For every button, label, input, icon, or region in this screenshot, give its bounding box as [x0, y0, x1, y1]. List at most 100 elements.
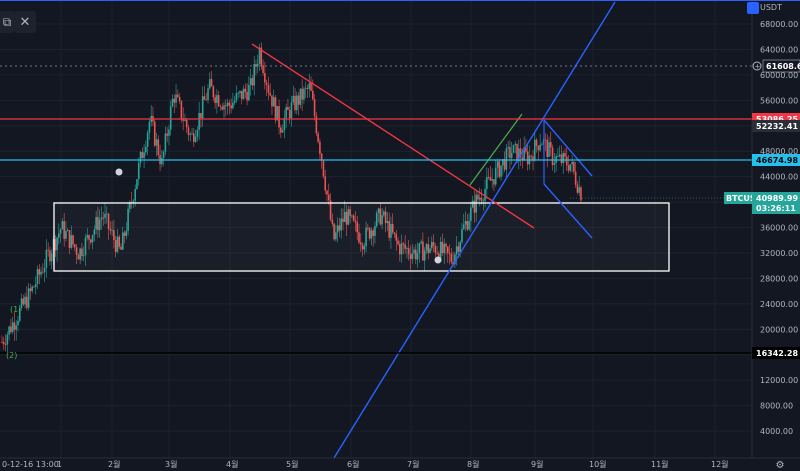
candle-body [288, 109, 291, 119]
candle-body [470, 207, 472, 221]
candle-body [161, 158, 163, 165]
candle-body [466, 221, 469, 230]
candle-body [420, 241, 422, 244]
candle-body [379, 208, 382, 225]
candle-body [43, 267, 46, 273]
candle-body [79, 248, 81, 260]
candle-body [482, 200, 485, 202]
candle-body [535, 139, 538, 146]
candle-body [196, 129, 199, 137]
x-tick-label: 9월 [531, 459, 543, 469]
candle-body [576, 184, 579, 193]
candle-body [134, 189, 136, 201]
candle-body [210, 79, 213, 87]
candle-body [63, 221, 65, 239]
candle-body [207, 88, 209, 100]
candle-body [368, 228, 371, 239]
candle-body [86, 235, 89, 238]
blue-uptrend-line[interactable] [333, 1, 616, 459]
candle-body [205, 99, 208, 101]
candle-body [292, 95, 295, 103]
candle-body [544, 139, 547, 141]
channel-upper-line[interactable] [543, 119, 593, 177]
wave-label-2: (2) [6, 351, 17, 360]
candle-body [201, 96, 204, 119]
x-tick-label: 4월 [226, 459, 238, 469]
candle-body [367, 227, 369, 229]
candle-body [233, 100, 236, 103]
candle-body [374, 226, 376, 236]
channel-lower-line[interactable] [543, 183, 593, 239]
candle-body [223, 105, 225, 110]
candle-body [549, 142, 552, 148]
candle-body [384, 211, 387, 224]
candle-body [105, 213, 108, 215]
candle-body [361, 244, 364, 250]
range-rectangle[interactable] [53, 202, 670, 272]
candle-body [232, 102, 234, 109]
settings-button[interactable]: ⚙ [772, 459, 788, 471]
candle-body [111, 230, 113, 231]
candle-body [121, 232, 124, 250]
candle-body [358, 232, 360, 243]
red-downtrend-line[interactable] [251, 43, 535, 229]
candle-body [237, 92, 240, 94]
candle-body [102, 217, 105, 219]
x-tick-label: 0-12-16 13:00 [2, 460, 59, 469]
candle-body [118, 236, 121, 247]
candle-body [255, 64, 257, 67]
candle-body [137, 162, 140, 180]
candle-body [269, 92, 271, 96]
candle-body [178, 96, 181, 101]
candle-body [491, 179, 493, 181]
candle-body [445, 243, 447, 247]
time-scale[interactable]: 0-12-16 13:001 2월 3월 4월 5월 6월 7월 8월 9월 10월 11월 12월 [2, 459, 729, 469]
x-tick-label: 8월 [467, 459, 479, 469]
candle-body [153, 121, 156, 146]
candle-body [452, 261, 454, 265]
candle-body [406, 248, 408, 249]
candle-body [200, 112, 202, 119]
candle-body [345, 211, 348, 225]
candle-body [8, 326, 10, 335]
candle-body [530, 155, 533, 157]
candle-body [10, 326, 12, 333]
candle-body [432, 241, 435, 246]
candle-body [521, 157, 524, 161]
candle-body [125, 230, 128, 236]
candle-body [510, 152, 513, 158]
candle-body [459, 242, 462, 252]
candle-body [322, 160, 325, 177]
candle-body [553, 163, 556, 165]
candle-body [565, 156, 568, 166]
candle-body [75, 247, 78, 256]
close-button[interactable]: ✕ [14, 11, 36, 33]
candle-body [120, 246, 122, 250]
event-marker-icon [434, 256, 442, 264]
candle-body [265, 82, 268, 86]
price-tags: + 61608.62 53086.25 52232.41 46674.98 BT… [724, 59, 800, 359]
candle-body [327, 194, 330, 201]
drawing-layer[interactable] [53, 1, 670, 459]
green-trend-line[interactable] [469, 113, 523, 186]
candle-body [294, 95, 296, 111]
candle-body [518, 148, 520, 162]
candle-body [246, 91, 248, 101]
y-tick-label: 24000.00 [760, 300, 798, 309]
auto-scale-button[interactable] [747, 2, 759, 14]
candle-body [240, 90, 243, 100]
candle-body [541, 144, 543, 146]
candle-body [560, 154, 563, 164]
candle-body [395, 233, 398, 241]
candle-body [415, 249, 417, 260]
candle-body [278, 106, 280, 128]
candle-body [375, 213, 378, 227]
candle-body [573, 161, 575, 172]
candle-body [514, 143, 517, 145]
wave-annotations: (1) (2) [6, 168, 442, 360]
candle-body [242, 88, 245, 100]
candle-body [175, 94, 177, 103]
expand-button[interactable]: ⧉ [0, 11, 14, 33]
svg-text:+: + [755, 63, 761, 71]
